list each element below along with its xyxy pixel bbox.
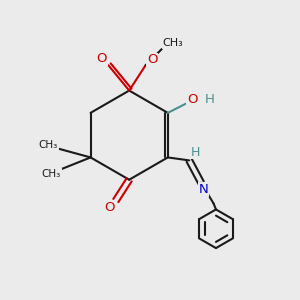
Text: CH₃: CH₃: [39, 140, 58, 150]
Text: CH₃: CH₃: [163, 38, 184, 48]
Text: N: N: [199, 183, 208, 196]
Text: O: O: [97, 52, 107, 65]
Text: O: O: [187, 93, 197, 106]
Text: H: H: [205, 93, 215, 106]
Text: CH₃: CH₃: [42, 169, 61, 179]
Text: H: H: [191, 146, 200, 159]
Text: O: O: [147, 53, 157, 66]
Text: O: O: [104, 202, 115, 214]
